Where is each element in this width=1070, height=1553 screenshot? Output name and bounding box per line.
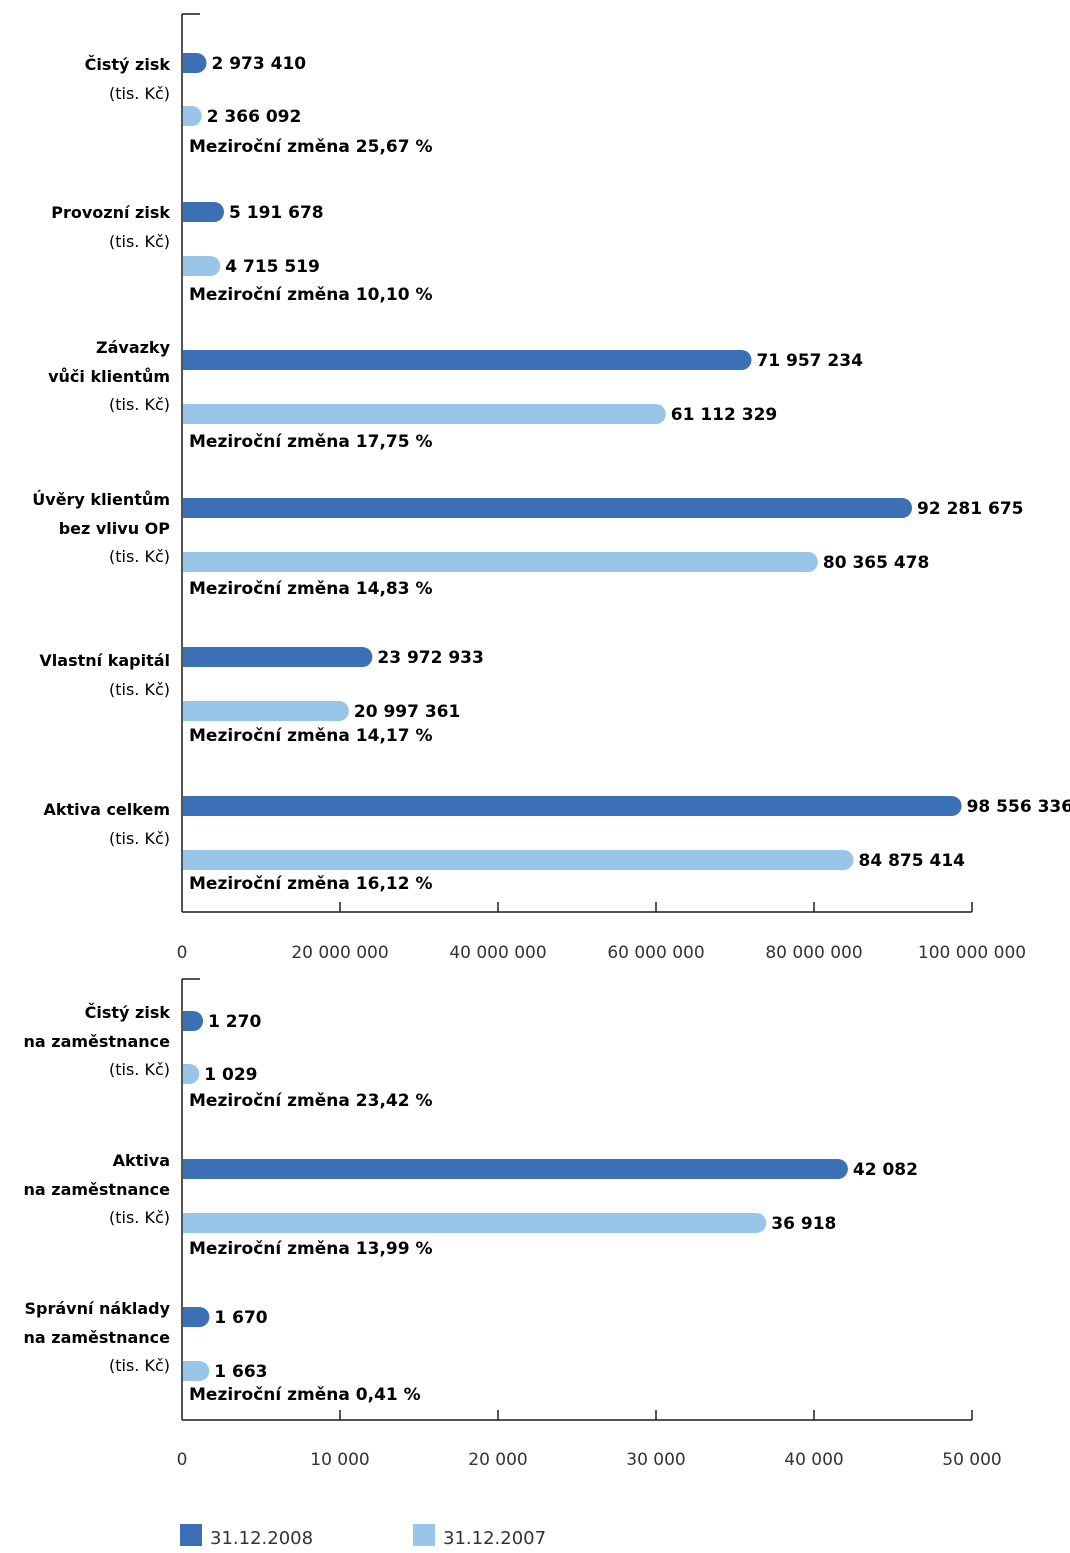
bar-2007: [183, 106, 202, 126]
category-label: Aktiva celkem: [43, 800, 170, 819]
category-label: vůči klientům: [48, 367, 170, 386]
bar-2008: [183, 1011, 204, 1031]
bar-2007: [183, 1361, 210, 1381]
value-label: 1 670: [214, 1308, 267, 1328]
value-label: 23 972 933: [377, 648, 483, 668]
unit-label: (tis. Kč): [109, 680, 170, 699]
bar-2007: [183, 1064, 200, 1084]
x-tick-label: 10 000: [310, 1450, 369, 1470]
category-label: na zaměstnance: [24, 1328, 171, 1347]
bar-2007: [183, 256, 221, 276]
unit-label: (tis. Kč): [109, 1060, 170, 1079]
bar-2007: [183, 404, 666, 424]
category-label: Úvěry klientům: [32, 490, 170, 509]
bar-2008: [183, 796, 962, 816]
value-label: 42 082: [853, 1160, 918, 1180]
legend-label: 31.12.2008: [210, 1528, 313, 1549]
bar-2007: [183, 701, 349, 721]
bar-2008: [183, 53, 207, 73]
unit-label: (tis. Kč): [109, 829, 170, 848]
category-label: Závazky: [96, 338, 171, 357]
value-label: 4 715 519: [225, 257, 320, 277]
value-label: 2 366 092: [207, 107, 302, 127]
bar-2007: [183, 1213, 767, 1233]
category-label: Aktiva: [113, 1151, 170, 1170]
yoy-change-label: Meziroční změna 0,41 %: [189, 1385, 421, 1405]
x-tick-label: 30 000: [626, 1450, 685, 1470]
value-label: 36 918: [771, 1214, 836, 1234]
x-tick-label: 20 000: [468, 1450, 527, 1470]
value-label: 1 270: [208, 1012, 261, 1032]
unit-label: (tis. Kč): [109, 232, 170, 251]
bar-2008: [183, 1307, 210, 1327]
category-label: bez vlivu OP: [59, 519, 171, 538]
yoy-change-label: Meziroční změna 14,17 %: [189, 726, 433, 746]
value-label: 84 875 414: [859, 851, 966, 871]
value-label: 2 973 410: [211, 54, 306, 74]
bar-2008: [183, 647, 373, 667]
category-label: Čistý zisk: [85, 1003, 171, 1022]
bar-2008: [183, 498, 913, 518]
yoy-change-label: Meziroční změna 16,12 %: [189, 874, 433, 894]
value-label: 61 112 329: [671, 405, 777, 425]
bar-2007: [183, 552, 818, 572]
x-tick-label: 20 000 000: [291, 943, 388, 963]
unit-label: (tis. Kč): [109, 547, 170, 566]
category-label: Provozní zisk: [51, 203, 170, 222]
bar-2007: [183, 850, 854, 870]
x-tick-label: 50 000: [942, 1450, 1001, 1470]
category-label: Správní náklady: [24, 1299, 170, 1318]
x-tick-label: 40 000 000: [449, 943, 546, 963]
yoy-change-label: Meziroční změna 13,99 %: [189, 1239, 433, 1259]
category-label: na zaměstnance: [24, 1032, 171, 1051]
value-label: 98 556 336: [967, 797, 1070, 817]
bar-2008: [183, 350, 752, 370]
unit-label: (tis. Kč): [109, 1208, 170, 1227]
value-label: 71 957 234: [756, 351, 863, 371]
category-label: na zaměstnance: [24, 1180, 171, 1199]
unit-label: (tis. Kč): [109, 84, 170, 103]
yoy-change-label: Meziroční změna 23,42 %: [189, 1091, 433, 1111]
value-label: 5 191 678: [229, 203, 324, 223]
value-label: 1 029: [204, 1065, 257, 1085]
unit-label: (tis. Kč): [109, 1356, 170, 1375]
yoy-change-label: Meziroční změna 10,10 %: [189, 285, 433, 305]
legend-label: 31.12.2007: [443, 1528, 546, 1549]
x-tick-label: 0: [177, 943, 188, 963]
value-label: 1 663: [214, 1362, 267, 1382]
value-label: 80 365 478: [823, 553, 929, 573]
x-tick-label: 40 000: [784, 1450, 843, 1470]
yoy-change-label: Meziroční změna 25,67 %: [189, 137, 433, 157]
value-label: 20 997 361: [354, 702, 460, 722]
x-tick-label: 0: [177, 1450, 188, 1470]
value-label: 92 281 675: [917, 499, 1023, 519]
yoy-change-label: Meziroční změna 17,75 %: [189, 432, 433, 452]
category-label: Vlastní kapitál: [39, 651, 170, 670]
legend-swatch: [413, 1524, 435, 1546]
x-tick-label: 80 000 000: [765, 943, 862, 963]
yoy-change-label: Meziroční změna 14,83 %: [189, 579, 433, 599]
unit-label: (tis. Kč): [109, 395, 170, 414]
x-tick-label: 100 000 000: [918, 943, 1026, 963]
x-tick-label: 60 000 000: [607, 943, 704, 963]
category-label: Čistý zisk: [85, 55, 171, 74]
legend-swatch: [180, 1524, 202, 1546]
bar-2008: [183, 1159, 848, 1179]
bar-2008: [183, 202, 225, 222]
